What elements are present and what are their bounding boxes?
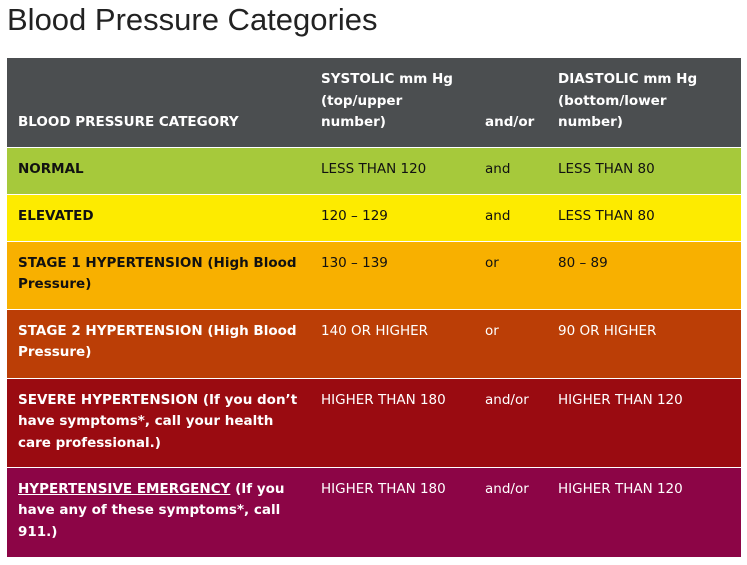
- category-name: STAGE 2 HYPERTENSION (High Blood Pressur…: [18, 322, 297, 361]
- category-row: HYPERTENSIVE EMERGENCY (If you have any …: [7, 467, 741, 557]
- header-row: BLOOD PRESSURE CATEGORY SYSTOLIC mm Hg (t…: [7, 58, 741, 147]
- diastolic-cell: LESS THAN 80: [558, 207, 655, 224]
- category-cell: HYPERTENSIVE EMERGENCY (If you have any …: [7, 467, 310, 557]
- systolic-cell: 120 – 129: [321, 207, 388, 224]
- diastolic-cell: HIGHER THAN 120: [558, 391, 683, 408]
- bp-table: BLOOD PRESSURE CATEGORY SYSTOLIC mm Hg (t…: [7, 58, 741, 557]
- category-row: STAGE 1 HYPERTENSION (High Blood Pressur…: [7, 241, 741, 309]
- category-note: (If you have any of these symptoms*, cal…: [18, 480, 285, 540]
- table-body: NORMAL LESS THAN 120 and LESS THAN 80 ELEVAT…: [7, 147, 741, 557]
- category-name: STAGE 1 HYPERTENSION (High Blood Pressur…: [18, 254, 297, 293]
- relation-cell: and/or: [485, 391, 529, 408]
- category-cell: SEVERE HYPERTENSION (If you don’t have s…: [7, 378, 310, 467]
- relation-cell: and/or: [485, 480, 529, 497]
- diastolic-cell: 90 OR HIGHER: [558, 322, 657, 339]
- systolic-cell: LESS THAN 120: [321, 160, 427, 177]
- header-cell: BLOOD PRESSURE CATEGORY: [18, 114, 239, 130]
- systolic-cell: HIGHER THAN 180: [321, 391, 446, 408]
- relation-cell: and: [485, 160, 511, 177]
- relation-cell: or: [485, 254, 499, 271]
- category-name: SEVERE HYPERTENSION (If you don’t have s…: [18, 391, 298, 451]
- category-row: ELEVATED 120 – 129 and LESS THAN 80: [7, 194, 741, 241]
- category-row: NORMAL LESS THAN 120 and LESS THAN 80: [7, 147, 741, 194]
- category-link[interactable]: HYPERTENSIVE EMERGENCY: [18, 480, 231, 497]
- category-cell: STAGE 1 HYPERTENSION (High Blood Pressur…: [7, 241, 310, 309]
- systolic-cell: 140 OR HIGHER: [321, 322, 429, 339]
- diastolic-cell: 80 – 89: [558, 254, 608, 271]
- category-name: NORMAL: [18, 160, 84, 177]
- relation-cell: or: [485, 322, 499, 339]
- systolic-cell: HIGHER THAN 180: [321, 480, 446, 497]
- systolic-cell: 130 – 139: [321, 254, 388, 271]
- category-cell: ELEVATED: [7, 194, 310, 241]
- table-header: BLOOD PRESSURE CATEGORY SYSTOLIC mm Hg (t…: [7, 58, 741, 147]
- header-cell: and/or: [485, 114, 535, 130]
- relation-cell: and: [485, 207, 511, 224]
- category-name: ELEVATED: [18, 207, 94, 224]
- category-row: SEVERE HYPERTENSION (If you don’t have s…: [7, 378, 741, 467]
- header-cell: SYSTOLIC mm Hg (top/upper number): [321, 71, 453, 130]
- diastolic-cell: LESS THAN 80: [558, 160, 655, 177]
- category-cell: STAGE 2 HYPERTENSION (High Blood Pressur…: [7, 309, 310, 378]
- diastolic-cell: HIGHER THAN 120: [558, 480, 683, 497]
- page-title: Blood Pressure Categories: [7, 2, 378, 37]
- header-cell: DIASTOLIC mm Hg (bottom/lower number): [558, 71, 698, 130]
- category-row: STAGE 2 HYPERTENSION (High Blood Pressur…: [7, 309, 741, 378]
- category-cell: NORMAL: [7, 147, 310, 194]
